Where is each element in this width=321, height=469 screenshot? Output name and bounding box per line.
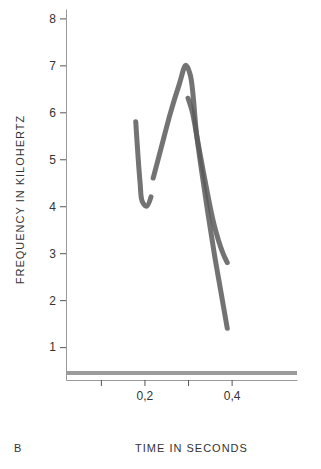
y-tick-label: 3	[49, 247, 56, 261]
spectrogram-trace	[188, 98, 227, 262]
y-tick-mark	[60, 206, 66, 207]
y-axis-line	[66, 10, 67, 381]
y-tick-label: 4	[49, 200, 56, 214]
y-tick: 5	[49, 153, 66, 167]
x-tick: 0,2	[137, 380, 154, 403]
x-tick-mark	[188, 380, 189, 386]
y-axis: 1 2 3 4 5 6 7 8	[49, 10, 66, 381]
y-tick: 6	[49, 106, 66, 120]
y-tick-label: 6	[49, 106, 56, 120]
y-tick-label: 7	[49, 59, 56, 73]
y-tick: 8	[49, 12, 66, 26]
y-tick-label: 8	[49, 12, 56, 26]
y-tick-mark	[60, 112, 66, 113]
spectrogram-trace	[153, 65, 227, 328]
y-tick-label: 1	[49, 340, 56, 354]
y-tick: 3	[49, 247, 66, 261]
chart: 1 2 3 4 5 6 7 8 0,2 0,4 TIME IN SECONDS FREQUENCY I…	[0, 0, 321, 469]
y-axis-title: FREQUENCY IN KILOHERTZ	[14, 115, 26, 285]
y-tick-mark	[60, 300, 66, 301]
y-tick-mark	[60, 18, 66, 19]
y-tick-mark	[60, 253, 66, 254]
x-tick-label: 0,2	[137, 389, 154, 403]
x-tick: 0,4	[224, 380, 241, 403]
x-tick-label: 0,4	[224, 389, 241, 403]
x-tick-mark	[144, 380, 145, 386]
x-tick-mark	[101, 380, 102, 386]
x-axis: 0,2 0,4	[67, 380, 298, 403]
y-tick-label: 5	[49, 153, 56, 167]
y-tick-label: 2	[49, 294, 56, 308]
spectrogram-trace	[66, 371, 297, 375]
y-tick-mark	[60, 65, 66, 66]
x-tick	[188, 380, 189, 386]
x-tick	[101, 380, 102, 386]
x-tick-mark	[232, 380, 233, 386]
y-tick: 7	[49, 59, 66, 73]
x-axis-title: TIME IN SECONDS	[135, 442, 248, 454]
spectrogram-trace	[136, 122, 151, 207]
plot-area	[66, 65, 297, 373]
y-tick: 1	[49, 340, 66, 354]
panel-label: B	[14, 442, 21, 454]
y-tick-mark	[60, 159, 66, 160]
y-tick: 4	[49, 200, 66, 214]
y-tick-mark	[60, 347, 66, 348]
y-tick: 2	[49, 294, 66, 308]
